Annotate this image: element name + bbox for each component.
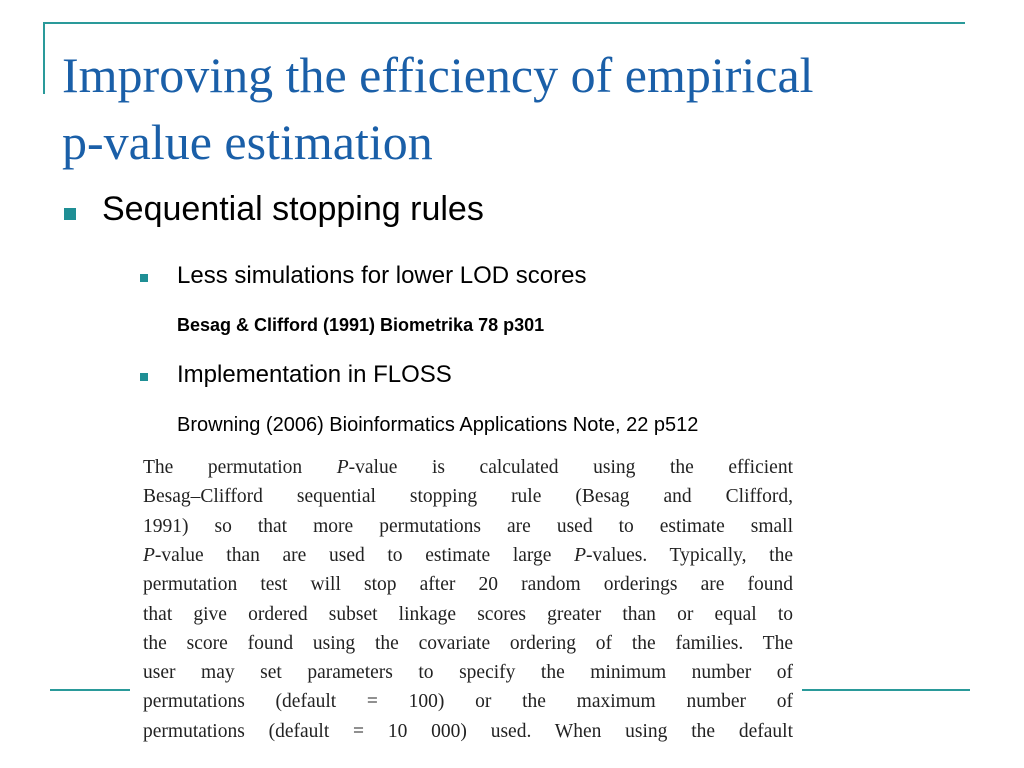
sub-bullet-text: Less simulations for lower LOD scores [177, 262, 587, 289]
excerpt-text: The permutation [143, 457, 337, 478]
excerpt-text: -value is calculated using the efficient [348, 457, 793, 478]
excerpt-text: Besag–Clifford sequential stopping rule … [143, 486, 793, 508]
excerpt-text: permutation test will stop after 20 rand… [143, 574, 793, 596]
excerpt-line: P-value than are used to estimate large … [143, 546, 793, 566]
bullet-icon [140, 373, 148, 381]
excerpt-line: permutations (default = 10 000) used. Wh… [143, 720, 793, 742]
reference: Browning (2006) Bioinformatics Applicati… [177, 414, 699, 436]
excerpt-line: permutation test will stop after 20 rand… [143, 575, 793, 595]
excerpt-text: P [336, 457, 349, 478]
excerpt-text: P [143, 544, 155, 566]
sub-bullet-text: Implementation in FLOSS [177, 361, 452, 388]
excerpt-line: Besag–Clifford sequential stopping rule … [143, 487, 793, 507]
top-rule [43, 22, 965, 24]
excerpt-text: permutations (default = 100) or the maxi… [143, 691, 793, 713]
excerpt-image: The permutation P-value is calculated us… [130, 450, 802, 768]
left-rule [43, 22, 45, 94]
excerpt-text: -value than are used to estimate large [154, 544, 575, 566]
excerpt-text: P [574, 544, 587, 566]
excerpt-text: -values. Typically, the [586, 544, 793, 566]
excerpt-text: 1991) so that more permutations are used… [143, 515, 793, 537]
excerpt-line: 1991) so that more permutations are used… [143, 515, 793, 537]
bullet-icon [64, 208, 76, 220]
excerpt-line: The permutation P-value is calculated us… [143, 458, 793, 478]
bullet-icon [140, 274, 148, 282]
excerpt-line: user may set parameters to specify the m… [143, 663, 793, 683]
title-line: Improving the efficiency of empirical [62, 47, 814, 103]
bullet-text: Sequential stopping rules [102, 190, 484, 228]
excerpt-text: that give ordered subset linkage scores … [143, 603, 793, 625]
excerpt-text: the score found using the covariate orde… [143, 632, 793, 654]
title-line: p-value estimation [62, 114, 433, 170]
excerpt-line: the score found using the covariate orde… [143, 634, 793, 654]
reference: Besag & Clifford (1991) Biometrika 78 p3… [177, 315, 545, 335]
excerpt-text: user may set parameters to specify the m… [143, 662, 793, 684]
excerpt-line: permutations (default = 100) or the maxi… [143, 692, 793, 712]
excerpt-line: that give ordered subset linkage scores … [143, 603, 793, 625]
excerpt-text: permutations (default = 10 000) used. Wh… [143, 720, 793, 742]
